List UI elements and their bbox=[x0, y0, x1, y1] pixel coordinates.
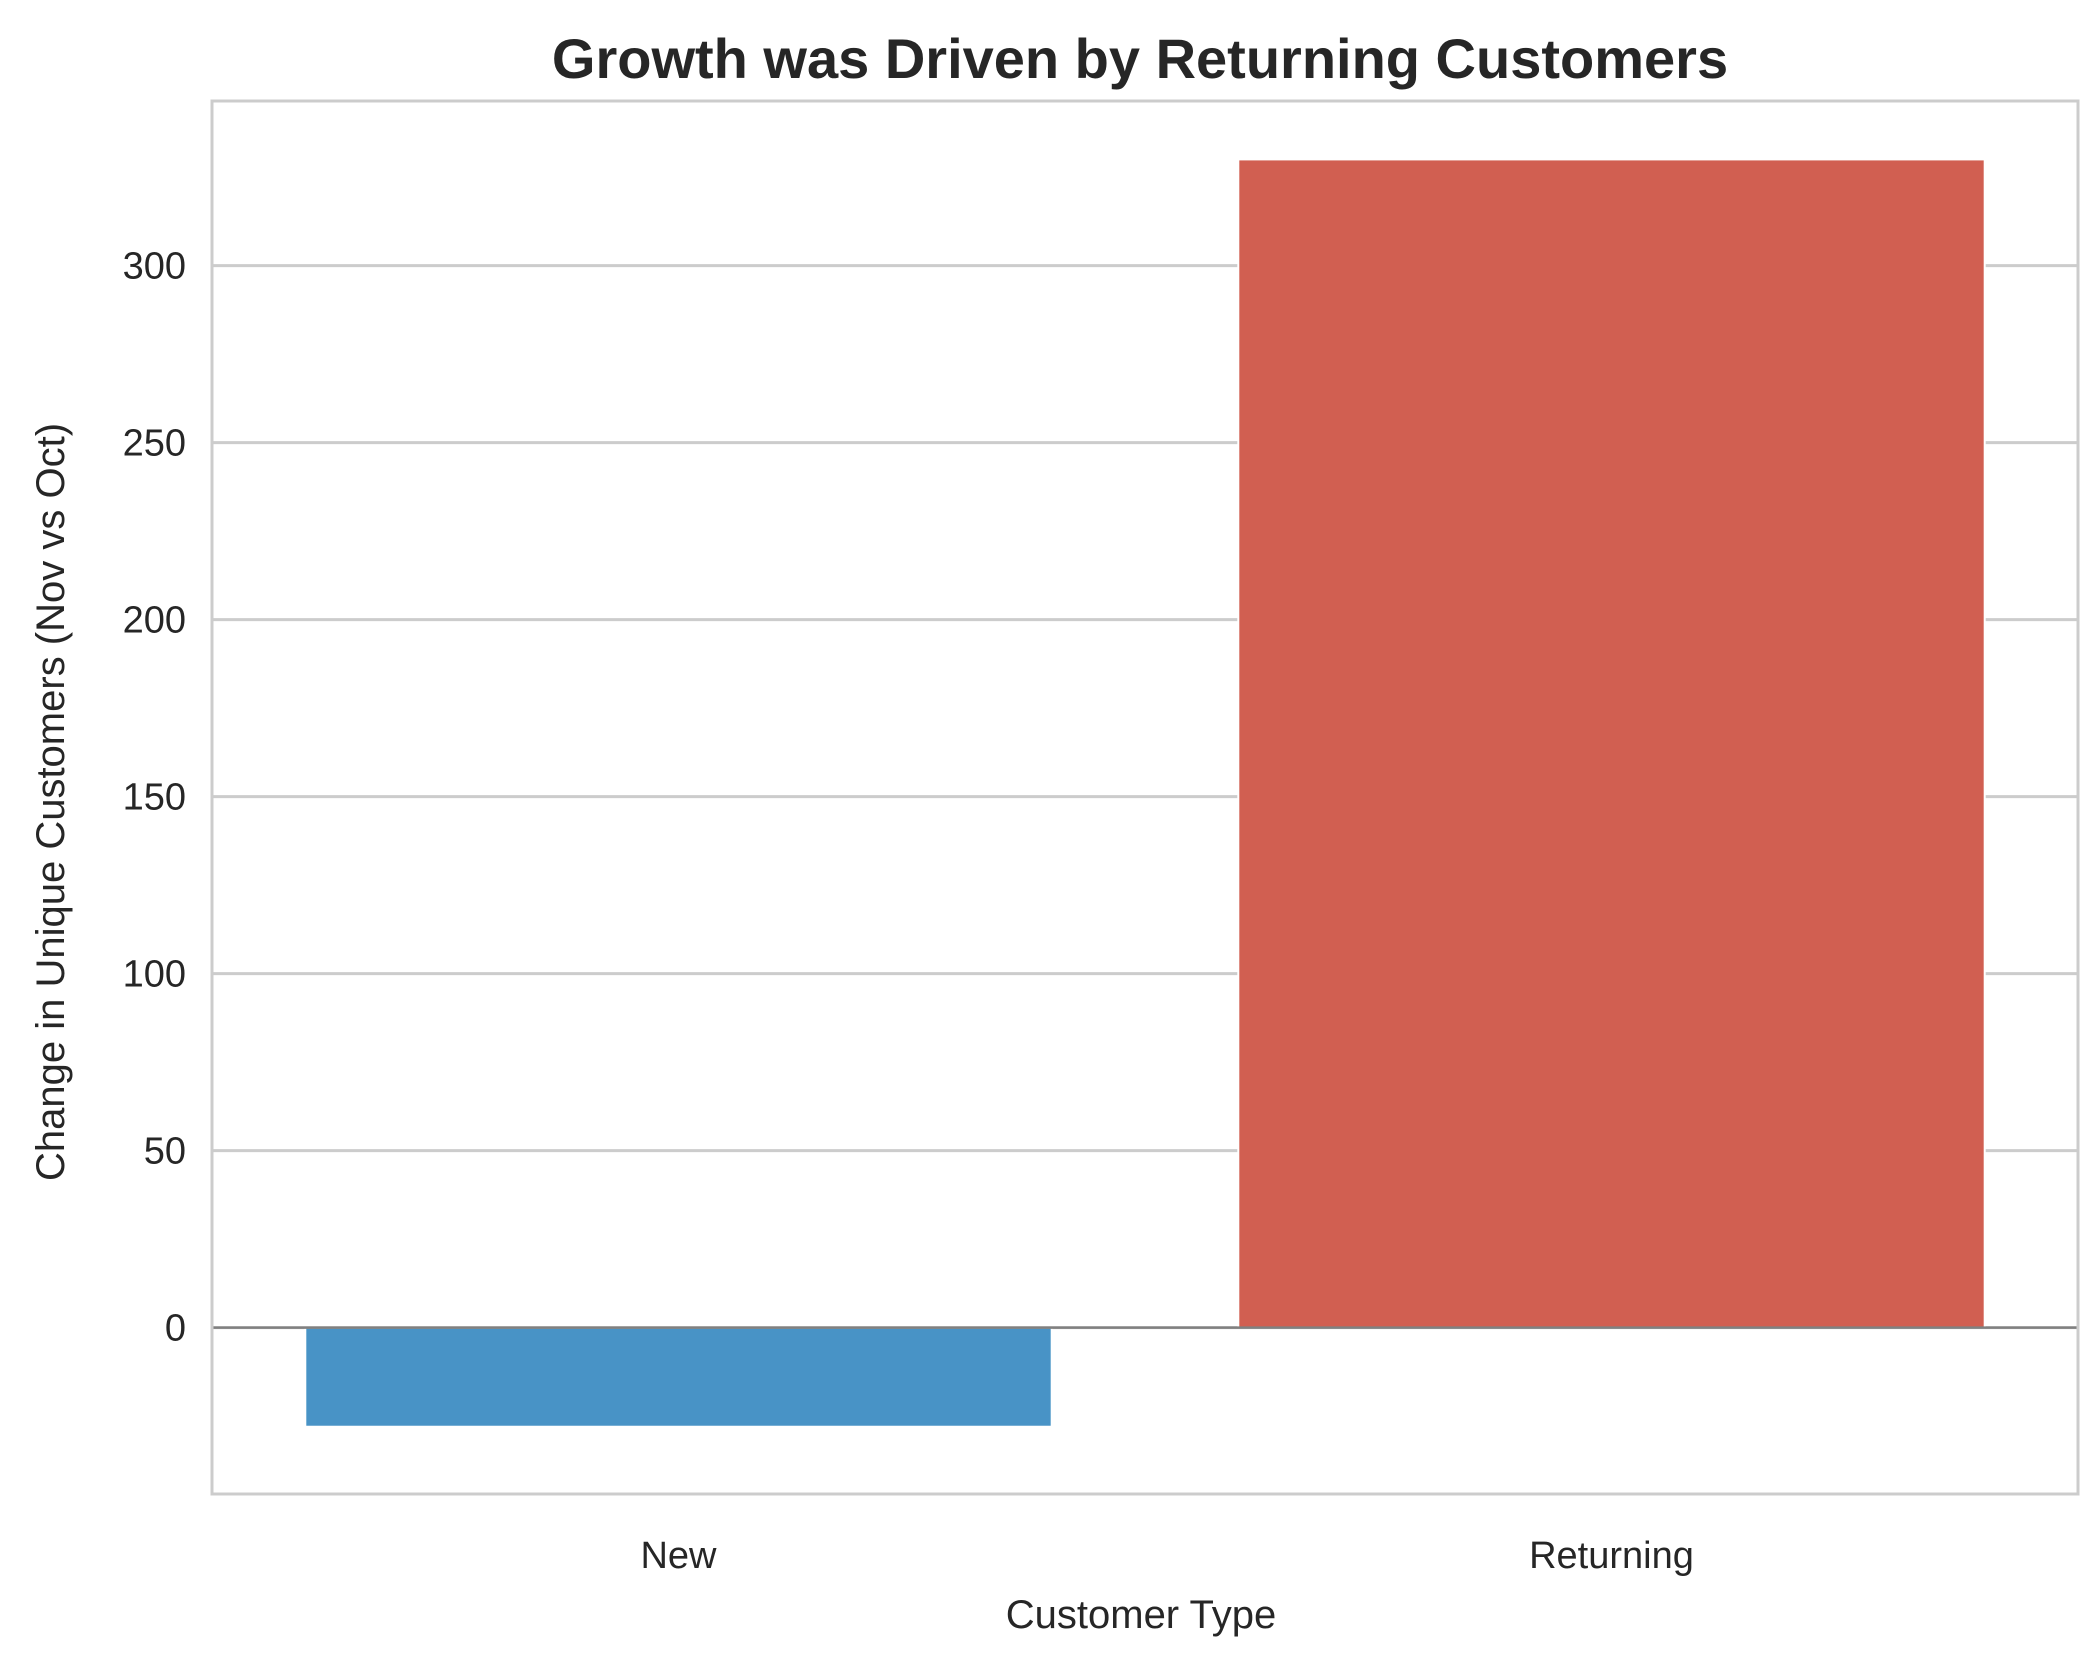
plot-area-frame bbox=[210, 99, 2080, 1496]
y-tick-label: 0 bbox=[165, 1308, 186, 1350]
x-tick-label: New bbox=[640, 1535, 717, 1577]
y-tick-label: 250 bbox=[123, 423, 186, 465]
bars bbox=[304, 158, 1986, 1428]
y-tick-label: 100 bbox=[123, 954, 186, 996]
bar-returning bbox=[1237, 158, 1986, 1329]
y-tick-label: 300 bbox=[123, 246, 186, 288]
x-axis-label: Customer Type bbox=[1006, 1593, 1277, 1637]
y-axis-ticks: 0 50 100 150 200 250 300 bbox=[123, 246, 186, 1350]
y-tick-label: 150 bbox=[123, 777, 186, 819]
y-axis-label: Change in Unique Customers (Nov vs Oct) bbox=[29, 423, 73, 1181]
x-tick-label: Returning bbox=[1529, 1535, 1694, 1577]
chart-title: Growth was Driven by Returning Customers bbox=[552, 27, 1728, 90]
y-tick-label: 200 bbox=[123, 600, 186, 642]
x-axis-ticks: New Returning bbox=[640, 1535, 1693, 1577]
y-tick-label: 50 bbox=[144, 1131, 186, 1173]
bar-new bbox=[304, 1326, 1053, 1428]
